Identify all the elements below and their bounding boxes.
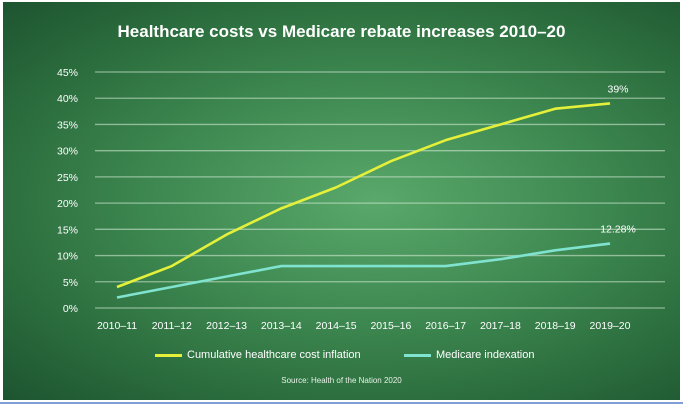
y-tick-label: 15% [57,224,78,236]
y-tick-label: 20% [57,198,78,210]
legend-item-cost-inflation: Cumulative healthcare cost inflation [155,349,361,361]
y-tick-label: 5% [63,277,78,289]
y-tick-label: 10% [57,251,78,263]
x-tick-label: 2017–18 [480,320,521,332]
x-tick-label: 2012–13 [206,320,247,332]
x-tick-label: 2014–15 [316,320,357,332]
chart-background [3,2,680,400]
legend-label: Cumulative healthcare cost inflation [187,349,361,361]
data-label: 39% [607,83,628,95]
y-tick-label: 0% [63,303,78,315]
x-tick-label: 2018–19 [535,320,576,332]
x-tick-label: 2013–14 [261,320,302,332]
legend-swatch [404,353,431,357]
legend-label: Medicare indexation [436,349,535,361]
x-tick-label: 2019–20 [590,320,631,332]
x-tick-label: 2015–16 [370,320,411,332]
y-tick-label: 45% [57,67,78,79]
series-line-1 [116,242,611,299]
source-note: Source: Health of the Nation 2020 [281,376,402,385]
x-tick-label: 2010–11 [97,320,137,332]
y-tick-label: 40% [57,93,78,105]
legend-item-medicare-indexation: Medicare indexation [404,349,534,361]
series-line-0 [116,102,611,289]
divider [0,402,683,404]
chart-title: Healthcare costs vs Medicare rebate incr… [117,22,566,41]
y-tick-label: 25% [57,172,78,184]
y-tick-label: 30% [57,146,78,158]
x-tick-label: 2011–12 [152,320,192,332]
data-label: 12.28% [600,224,636,236]
y-tick-label: 35% [57,119,78,131]
legend-swatch [155,353,182,357]
x-tick-label: 2016–17 [425,320,466,332]
